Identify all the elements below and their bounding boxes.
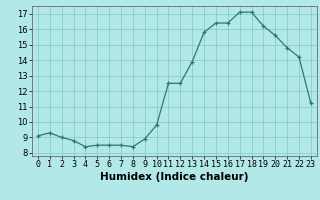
X-axis label: Humidex (Indice chaleur): Humidex (Indice chaleur)	[100, 172, 249, 182]
